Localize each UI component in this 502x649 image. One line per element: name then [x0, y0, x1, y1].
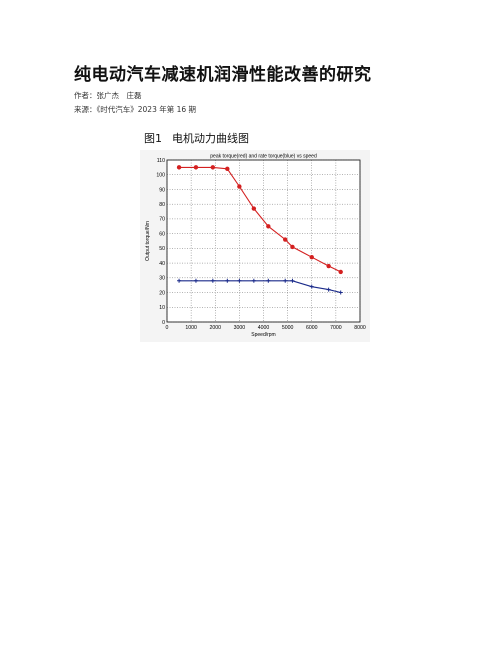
- chart-title: peak torque(red) and rate torque(blue) v…: [210, 154, 317, 160]
- series-point-0: [290, 244, 295, 250]
- y-tick-label: 30: [159, 276, 165, 282]
- series-point-1: [210, 278, 215, 283]
- y-tick-label: 100: [156, 173, 165, 179]
- series-point-1: [290, 278, 295, 283]
- series-point-0: [338, 269, 343, 275]
- x-tick-label: 5000: [282, 325, 294, 331]
- series-point-1: [309, 284, 314, 289]
- authors-label: 作者：: [74, 91, 97, 100]
- y-tick-label: 110: [157, 158, 165, 164]
- series-point-0: [309, 255, 314, 260]
- x-tick-label: 4000: [258, 325, 270, 331]
- figure-caption: 图1 电机动力曲线图: [144, 130, 249, 146]
- x-tick-label: 0: [166, 325, 169, 331]
- series-point-0: [225, 166, 230, 172]
- series-point-1: [338, 290, 343, 295]
- y-tick-label: 80: [159, 202, 165, 208]
- authors-names: 张广杰 庄磊: [96, 91, 142, 100]
- paper-title: 纯电动汽车减速机润滑性能改善的研究: [74, 65, 372, 85]
- x-tick-label: 6000: [306, 325, 318, 331]
- x-tick-label: 8000: [354, 325, 366, 331]
- series-point-0: [326, 263, 331, 269]
- series-point-0: [251, 206, 257, 211]
- y-tick-label: 0: [162, 320, 165, 326]
- series-point-0: [283, 237, 288, 242]
- series-point-1: [177, 278, 182, 283]
- y-tick-label: 90: [159, 187, 165, 193]
- series-point-0: [176, 165, 182, 170]
- series-line-0: [179, 166, 341, 273]
- series-point-1: [326, 287, 331, 292]
- series-point-0: [210, 165, 216, 170]
- figure-caption-text: 电机动力曲线图: [172, 132, 249, 145]
- authors-line: 作者：张广杰 庄磊: [74, 90, 142, 101]
- x-tick-label: 7000: [330, 325, 342, 331]
- series-point-1: [283, 278, 288, 283]
- motor-torque-chart: 0 1000 2000 3000 4000 5000 6000 7000 8000 0 10 20 30…: [140, 150, 370, 342]
- x-tick-label: 3000: [234, 325, 246, 331]
- y-tick-label: 40: [159, 261, 165, 267]
- series-point-0: [193, 165, 199, 170]
- y-tick-label: 20: [159, 290, 165, 296]
- series-line-1: [179, 280, 341, 294]
- y-axis-label: Output torque/Nm: [145, 221, 151, 261]
- source-text: 《时代汽车》2023 年第 16 期: [96, 105, 197, 114]
- figure-number: 图1: [144, 132, 162, 145]
- series-point-1: [193, 278, 198, 283]
- x-tick-label: 1000: [185, 325, 197, 331]
- series-point-1: [225, 278, 230, 283]
- series-point-1: [251, 278, 256, 283]
- series-point-0: [237, 184, 242, 189]
- y-tick-label: 60: [159, 231, 165, 237]
- y-tick-label: 50: [159, 246, 165, 252]
- series-point-1: [266, 278, 271, 283]
- y-tick-label: 10: [159, 305, 165, 311]
- source-label: 来源：: [74, 105, 97, 114]
- x-tick-label: 2000: [209, 325, 221, 331]
- y-tick-label: 70: [159, 217, 165, 223]
- x-axis-label: Speed/rpm: [251, 332, 275, 338]
- series-point-0: [266, 224, 271, 229]
- source-line: 来源：《时代汽车》2023 年第 16 期: [74, 104, 196, 115]
- series-point-1: [237, 278, 242, 283]
